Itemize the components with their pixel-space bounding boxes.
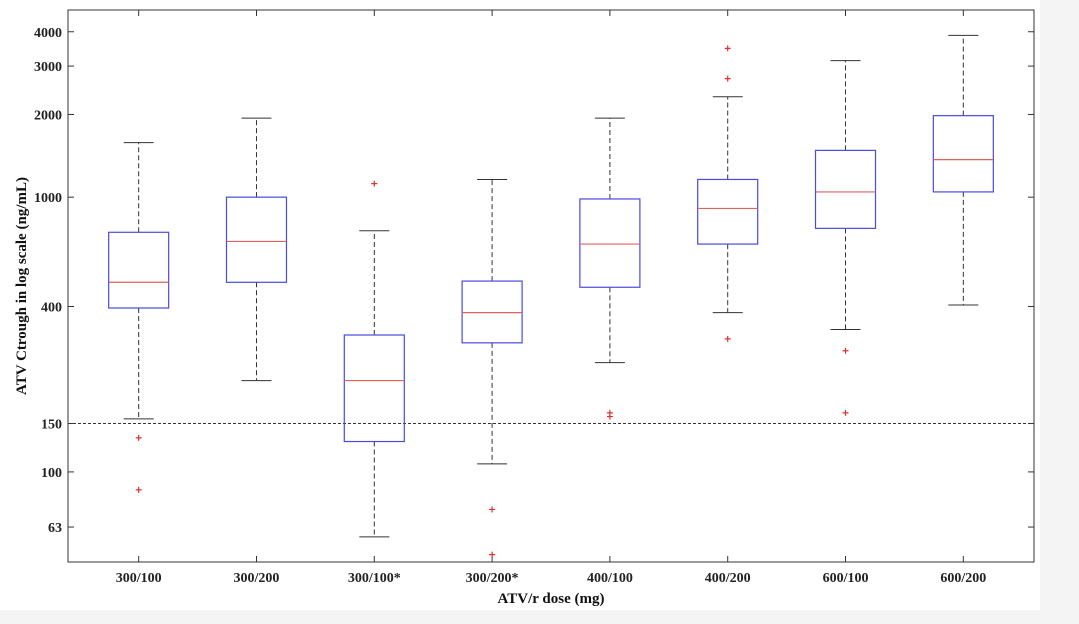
x-tick-label: 400/200 bbox=[705, 571, 751, 586]
box-iqr bbox=[932, 115, 994, 193]
outlier-point bbox=[371, 180, 378, 187]
y-tick-label: 4000 bbox=[34, 26, 62, 41]
outlier-point bbox=[724, 75, 731, 82]
outlier-point bbox=[135, 486, 142, 493]
y-tick-label: 100 bbox=[41, 466, 62, 481]
box-iqr bbox=[579, 198, 641, 288]
x-tick-label: 300/100 bbox=[116, 571, 162, 586]
box-iqr bbox=[225, 196, 288, 283]
box-plot-chart: 63 100 150 400 1000 2000 3000 4000 300/100 300/20… bbox=[14, 9, 1035, 607]
x-tick-label: 400/100 bbox=[587, 571, 633, 586]
outlier-point bbox=[489, 506, 496, 513]
chart-frame: 63 100 150 400 1000 2000 3000 4000 300/100 300/20… bbox=[0, 0, 1040, 610]
y-tick-label: 1000 bbox=[34, 191, 62, 206]
y-tick-label: 63 bbox=[48, 521, 62, 536]
y-axis-label: ATV Ctrough in log scale (ng/mL) bbox=[14, 177, 30, 395]
outlier-point bbox=[724, 335, 731, 342]
y-tick-label: 150 bbox=[41, 418, 62, 433]
y-tick-label: 2000 bbox=[34, 108, 62, 123]
outlier-point bbox=[842, 409, 849, 416]
outlier-point bbox=[724, 45, 731, 52]
box-iqr bbox=[461, 280, 523, 344]
y-tick-label: 400 bbox=[41, 300, 62, 315]
outlier-point bbox=[489, 551, 496, 558]
outlier-point bbox=[606, 413, 613, 420]
outlier-point bbox=[135, 434, 142, 441]
box-iqr bbox=[814, 149, 877, 229]
x-axis-label: ATV/r dose (mg) bbox=[498, 591, 605, 607]
x-tick-label: 300/200 bbox=[234, 571, 280, 586]
box-iqr bbox=[108, 231, 170, 309]
x-tick-label: 600/200 bbox=[940, 571, 986, 586]
plot-area bbox=[67, 9, 1035, 563]
outlier-point bbox=[842, 347, 849, 354]
x-tick-label: 300/200* bbox=[466, 571, 519, 586]
x-tick-label: 300/100* bbox=[348, 571, 401, 586]
y-tick-label: 3000 bbox=[34, 60, 62, 75]
box-iqr bbox=[343, 334, 405, 443]
box-iqr bbox=[697, 178, 759, 245]
x-tick-label: 600/100 bbox=[823, 571, 869, 586]
